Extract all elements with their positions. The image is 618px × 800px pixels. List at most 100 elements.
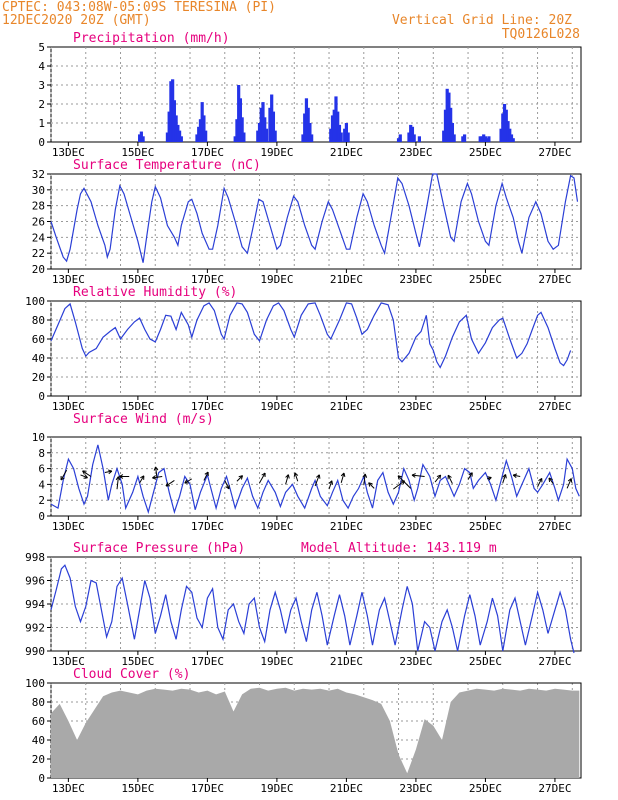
panel-0-ytick-label: 2 [38, 98, 45, 111]
precip-bar [329, 128, 333, 142]
wind-arrow [566, 478, 572, 489]
wind-arrow [447, 474, 453, 484]
panel-4-xtick-label: 17DEC [191, 655, 224, 668]
precip-bar [499, 128, 503, 142]
precip-bar [339, 132, 343, 142]
wind-arrow [467, 472, 473, 480]
panel-1-ytick-label: 32 [32, 168, 45, 181]
panel-4-title: Surface Pressure (hPa) [73, 541, 245, 556]
wind-arrow-head [331, 480, 334, 485]
precip-bar [478, 136, 482, 142]
precip-bar [257, 123, 262, 142]
precip-bar [197, 126, 201, 142]
panel-3-title: Surface Wind (m/s) [73, 412, 214, 427]
precip-bar [506, 121, 510, 142]
panel-1-ytick-label: 30 [32, 184, 45, 197]
panel-1-ytick-label: 22 [32, 247, 45, 260]
panel-5-xtick-label: 13DEC [52, 782, 85, 795]
wind-arrow [116, 476, 119, 490]
wind-arrow-head [108, 470, 113, 475]
panel-1-xtick-label: 21DEC [330, 273, 363, 286]
precip-bar [308, 123, 312, 142]
wind-arrow [340, 472, 345, 483]
panel-3-xtick-label: 19DEC [260, 520, 293, 533]
wind-arrow [104, 470, 112, 474]
precip-bar [344, 123, 349, 142]
wind-arrow [82, 470, 92, 477]
panel-0-xtick-label: 27DEC [538, 146, 571, 159]
panel-5-xtick-label: 21DEC [330, 782, 363, 795]
panel-4-ytick-label: 998 [25, 551, 45, 564]
wind-arrow-head [293, 472, 296, 477]
panel-0-title: Precipitation (mm/h) [73, 31, 230, 46]
precip-bar [263, 117, 267, 142]
precip-bar [409, 124, 413, 142]
precip-bar [461, 136, 465, 142]
panel-1-title: Surface Temperature (nC) [73, 158, 261, 173]
precip-bar [169, 81, 173, 142]
wind-arrow [368, 482, 375, 489]
precip-bar [264, 128, 269, 142]
wind-arrow-head [340, 472, 345, 477]
wind-arrow-head [538, 477, 543, 482]
precip-bar [238, 98, 243, 142]
precip-bar [200, 102, 204, 142]
precip-bar [240, 117, 244, 142]
precip-bar [174, 115, 178, 142]
wind-arrow [411, 474, 425, 477]
precip-bar [480, 136, 484, 142]
panel-2-ytick-label: 60 [32, 333, 45, 346]
precip-bar [336, 111, 340, 142]
wind-arrow-head [436, 474, 441, 478]
wind-arrow [314, 474, 320, 487]
panel-3-frame [50, 436, 582, 517]
panel-0-xtick-label: 25DEC [469, 146, 502, 159]
panel-3-xtick-label: 13DEC [52, 520, 85, 533]
wind-arrow [165, 480, 175, 487]
panel-3-xtick-label: 23DEC [399, 520, 432, 533]
panel-0-frame [50, 46, 582, 143]
wind-arrow-head [505, 474, 507, 479]
panel-4-ytick-label: 996 [25, 575, 45, 588]
panel-2-ytick-label: 40 [32, 352, 45, 365]
panel-3-ytick-label: 10 [32, 431, 45, 444]
precip-bar [412, 134, 416, 142]
wind-arrow-head [285, 474, 289, 478]
precip-bar [198, 119, 203, 142]
panel-5-xtick-label: 15DEC [121, 782, 154, 795]
panel-1-ytick-label: 24 [32, 231, 46, 244]
wind-arrow [236, 475, 243, 482]
panel-4-xtick-label: 21DEC [330, 655, 363, 668]
precip-bar [485, 138, 489, 142]
panel-4-xtick-label: 23DEC [399, 655, 432, 668]
precip-bar [301, 134, 305, 142]
panel-0-xtick-label: 15DEC [121, 146, 154, 159]
wind-arrow-head [447, 474, 452, 478]
panel-3-ytick-label: 8 [38, 447, 45, 460]
wind-arrow-head [315, 474, 320, 478]
wind-arrow-head [119, 474, 124, 477]
wind-arrow-head [368, 482, 371, 487]
wind-arrow-head [318, 474, 321, 479]
panel-0-xtick-label: 23DEC [399, 146, 432, 159]
panel-1-xtick-label: 23DEC [399, 273, 432, 286]
panel-2-frame [50, 300, 582, 397]
precip-bar [256, 130, 260, 142]
precip-bar [259, 107, 263, 142]
precip-bar [271, 111, 276, 142]
precip-bar [508, 128, 512, 142]
wind-arrow [139, 475, 145, 484]
wind-arrow-head [468, 472, 473, 476]
precip-bar [233, 136, 237, 142]
precip-bar [235, 119, 239, 142]
wind-arrow-head [165, 482, 169, 487]
precip-bar [202, 115, 206, 142]
panel-2-xtick-label: 23DEC [399, 400, 432, 413]
wind-arrow [184, 478, 193, 484]
panel-2-xtick-label: 17DEC [191, 400, 224, 413]
precip-bar [407, 132, 411, 142]
wind-arrow-head [439, 474, 442, 480]
precip-bar [445, 88, 449, 142]
wind-arrow [80, 474, 88, 479]
wind-arrow-head [140, 475, 145, 479]
